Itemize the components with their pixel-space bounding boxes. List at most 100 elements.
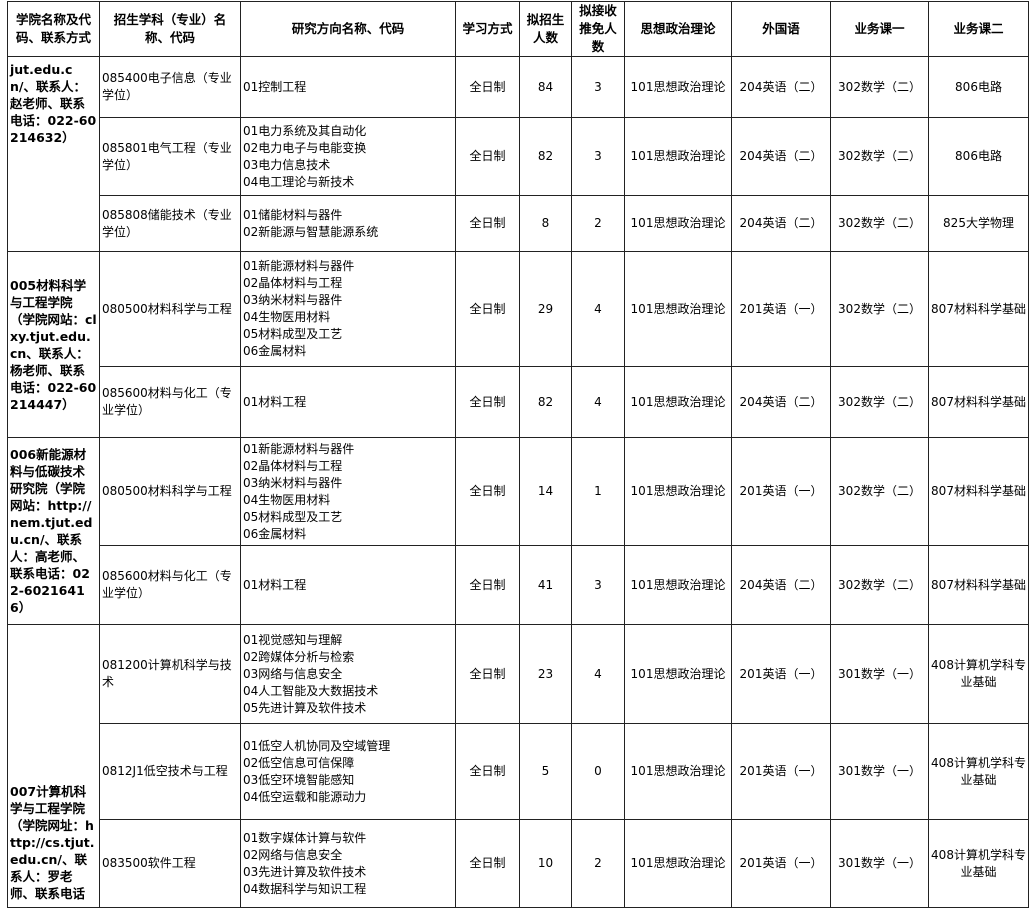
- politics-cell: 101思想政治理论: [624, 723, 732, 820]
- directions-cell: 01视觉感知与理解 02跨媒体分析与检索 03网络与信息安全 04人工智能及大数据技术…: [240, 624, 456, 724]
- subject-cell: 080500材料科学与工程: [99, 437, 241, 546]
- direction-item: 02网络与信息安全: [243, 847, 343, 862]
- header-directions: 研究方向名称、代码: [240, 1, 456, 57]
- directions-cell: 01数字媒体计算与软件 02网络与信息安全 03先进计算及软件技术 04数据科学与知识…: [240, 819, 456, 908]
- exempt-count-cell: 4: [571, 251, 625, 367]
- direction-item: 01材料工程: [243, 577, 307, 592]
- plan-count-cell: 84: [519, 56, 572, 118]
- admissions-table: 学院名称及代码、联系方式 招生学科（专业）名称、代码 研究方向名称、代码 学习方…: [7, 1, 1029, 908]
- mode-cell: 全日制: [455, 819, 520, 908]
- course1-cell: 302数学（二）: [830, 195, 929, 252]
- language-cell: 201英语（一）: [731, 251, 831, 367]
- table-row: 005材料科学与工程学院（学院网站：clxy.tjut.edu.cn、联系人：杨…: [7, 251, 1029, 438]
- course2-cell: 408计算机学科专业基础: [928, 624, 1029, 724]
- course2-cell: 806电路: [928, 117, 1029, 196]
- header-exempt: 拟接收推免人数: [571, 1, 625, 57]
- direction-item: 03低空环境智能感知: [243, 772, 355, 787]
- table-row: 085600材料与化工（专业学位） 01材料工程 全日制 82 4 101思想政治理论 20…: [8, 366, 1029, 438]
- exempt-count-cell: 0: [571, 723, 625, 820]
- direction-item: 02跨媒体分析与检索: [243, 649, 355, 664]
- directions-cell: 01低空人机协同及空域管理 02低空信息可信保障 03低空环境智能感知 04低空运载和…: [240, 723, 456, 820]
- subject-cell: 0812J1低空技术与工程: [99, 723, 241, 820]
- direction-item: 01新能源材料与器件: [243, 259, 355, 273]
- table-row: 007计算机科学与工程学院（学院网址：http://cs.tjut.edu.cn…: [7, 624, 1029, 908]
- direction-item: 03纳米材料与器件: [243, 293, 343, 307]
- direction-item: 01数字媒体计算与软件: [243, 830, 367, 845]
- course1-cell: 301数学（一）: [830, 624, 929, 724]
- header-course1: 业务课一: [830, 1, 929, 57]
- table-row: 085801电气工程（专业学位） 01电力系统及其自动化 02电力电子与电能变换 03…: [8, 117, 1029, 196]
- plan-count-cell: 41: [519, 545, 572, 625]
- course1-cell: 302数学（二）: [830, 251, 929, 367]
- mode-cell: 全日制: [455, 117, 520, 196]
- exempt-count-cell: 2: [571, 819, 625, 908]
- direction-item: 04生物医用材料: [243, 492, 331, 507]
- plan-count-cell: 10: [519, 819, 572, 908]
- exempt-count-cell: 3: [571, 117, 625, 196]
- course2-cell: 806电路: [928, 56, 1029, 118]
- table-row: 0812J1低空技术与工程 01低空人机协同及空域管理 02低空信息可信保障 03低空…: [8, 723, 1029, 820]
- subject-cell: 080500材料科学与工程: [99, 251, 241, 367]
- exempt-count-cell: 3: [571, 545, 625, 625]
- subject-cell: 085400电子信息（专业学位）: [99, 56, 241, 118]
- exempt-count-cell: 4: [571, 624, 625, 724]
- college-cell: 006新能源材料与低碳技术研究院（学院网站：http://nem.tjut.ed…: [7, 437, 100, 625]
- exempt-count-cell: 1: [571, 437, 625, 546]
- direction-item: 03先进计算及软件技术: [243, 864, 367, 879]
- college-cell: 005材料科学与工程学院（学院网站：clxy.tjut.edu.cn、联系人：杨…: [7, 251, 100, 438]
- exempt-count-cell: 3: [571, 56, 625, 118]
- direction-item: 06金属材料: [243, 526, 307, 541]
- direction-item: 01视觉感知与理解: [243, 632, 343, 647]
- direction-item: 05材料成型及工艺: [243, 509, 343, 524]
- exempt-count-cell: 2: [571, 195, 625, 252]
- course1-cell: 302数学（二）: [830, 117, 929, 196]
- politics-cell: 101思想政治理论: [624, 117, 732, 196]
- plan-count-cell: 23: [519, 624, 572, 724]
- politics-cell: 101思想政治理论: [624, 56, 732, 118]
- subject-cell: 081200计算机科学与技术: [99, 624, 241, 724]
- direction-item: 04生物医用材料: [243, 310, 331, 324]
- course2-cell: 408计算机学科专业基础: [928, 819, 1029, 908]
- direction-item: 02新能源与智慧能源系统: [243, 224, 379, 239]
- directions-cell: 01新能源材料与器件 02晶体材料与工程 03纳米材料与器件 04生物医用材料 05材料…: [240, 437, 456, 546]
- politics-cell: 101思想政治理论: [624, 819, 732, 908]
- plan-count-cell: 82: [519, 117, 572, 196]
- language-cell: 201英语（一）: [731, 437, 831, 546]
- course1-cell: 301数学（一）: [830, 819, 929, 908]
- direction-item: 04人工智能及大数据技术: [243, 683, 379, 698]
- direction-item: 04数据科学与知识工程: [243, 881, 367, 896]
- directions-cell: 01电力系统及其自动化 02电力电子与电能变换 03电力信息技术 04电工理论与新技术: [240, 117, 456, 196]
- mode-cell: 全日制: [455, 366, 520, 438]
- plan-count-cell: 82: [519, 366, 572, 438]
- directions-cell: 01材料工程: [240, 545, 456, 625]
- course1-cell: 302数学（二）: [830, 56, 929, 118]
- direction-item: 03网络与信息安全: [243, 666, 343, 681]
- header-course2: 业务课二: [928, 1, 1029, 57]
- directions-cell: 01材料工程: [240, 366, 456, 438]
- direction-item: 05先进计算及软件技术: [243, 700, 367, 715]
- subject-cell: 085801电气工程（专业学位）: [99, 117, 241, 196]
- direction-item: 02晶体材料与工程: [243, 458, 343, 473]
- mode-cell: 全日制: [455, 56, 520, 118]
- mode-cell: 全日制: [455, 624, 520, 724]
- course2-cell: 408计算机学科专业基础: [928, 723, 1029, 820]
- course1-cell: 302数学（二）: [830, 437, 929, 546]
- mode-cell: 全日制: [455, 437, 520, 546]
- header-politics: 思想政治理论: [624, 1, 732, 57]
- header-subject: 招生学科（专业）名称、代码: [99, 1, 241, 57]
- college-cell: jut.edu.cn/、联系人：赵老师、联系电话：022-60214632）: [7, 56, 100, 252]
- politics-cell: 101思想政治理论: [624, 437, 732, 546]
- direction-item: 02晶体材料与工程: [243, 276, 343, 290]
- politics-cell: 101思想政治理论: [624, 195, 732, 252]
- directions-cell: 01新能源材料与器件 02晶体材料与工程 03纳米材料与器件 04生物医用材料 05材料…: [240, 251, 456, 367]
- plan-count-cell: 5: [519, 723, 572, 820]
- language-cell: 201英语（一）: [731, 723, 831, 820]
- language-cell: 204英语（二）: [731, 117, 831, 196]
- plan-count-cell: 8: [519, 195, 572, 252]
- direction-item: 02低空信息可信保障: [243, 755, 355, 770]
- mode-cell: 全日制: [455, 723, 520, 820]
- course1-cell: 302数学（二）: [830, 366, 929, 438]
- subject-cell: 085600材料与化工（专业学位）: [99, 366, 241, 438]
- language-cell: 204英语（二）: [731, 56, 831, 118]
- language-cell: 204英语（二）: [731, 545, 831, 625]
